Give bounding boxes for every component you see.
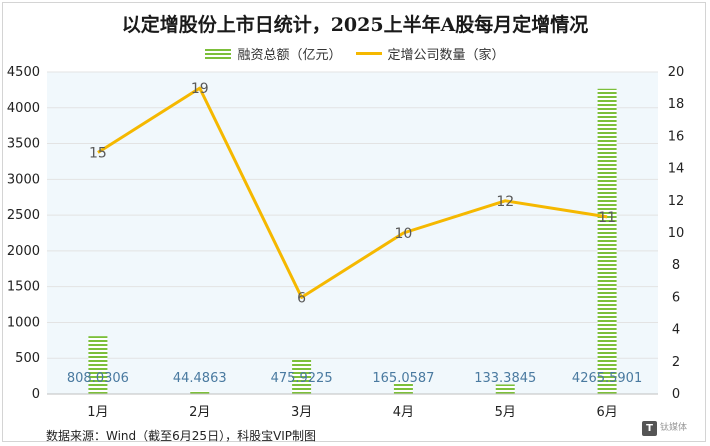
x-axis-ticks: 1月 2月 3月 4月 5月 6月 <box>87 405 617 420</box>
right-tick-label: 14 <box>668 162 685 177</box>
left-tick-label: 3500 <box>7 137 40 152</box>
bar-value-label: 475.9225 <box>271 371 333 386</box>
x-tick-label: 5月 <box>495 405 516 420</box>
bar <box>190 390 210 394</box>
bar <box>393 382 413 394</box>
right-tick-label: 10 <box>668 226 685 241</box>
line-value-label: 11 <box>598 210 616 226</box>
line-series <box>97 86 608 299</box>
bar <box>88 336 108 394</box>
series-line <box>97 86 608 299</box>
x-tick-label: 3月 <box>291 405 312 420</box>
line-value-label: 12 <box>496 194 514 210</box>
bar-value-label: 133.3845 <box>474 371 536 386</box>
right-axis-ticks: 0 2 4 6 8 10 12 14 16 18 20 <box>668 65 685 402</box>
line-value-label: 15 <box>89 146 107 162</box>
source-note: 数据来源：Wind（截至6月25日），科股宝VIP制图 <box>46 429 317 443</box>
watermark-text: 钛媒体 <box>660 423 688 433</box>
x-tick-label: 6月 <box>596 405 617 420</box>
watermark-icon: T <box>642 421 657 436</box>
legend-item-bar: 融资总额（亿元） <box>205 44 342 63</box>
gridlines <box>47 71 658 359</box>
line-data-labels: 15 19 6 10 12 11 <box>89 81 616 306</box>
left-tick-label: 2500 <box>7 208 40 223</box>
bar <box>292 359 312 394</box>
legend-bar-label: 融资总额（亿元） <box>237 48 342 63</box>
bar-value-label: 4265.5901 <box>572 371 642 386</box>
right-tick-label: 12 <box>668 194 685 209</box>
x-tick-label: 1月 <box>87 405 108 420</box>
right-tick-label: 2 <box>672 355 680 370</box>
left-tick-label: 1500 <box>7 280 40 295</box>
left-tick-label: 4500 <box>7 65 40 80</box>
watermark-logo: T 钛媒体 <box>642 421 687 436</box>
right-tick-label: 20 <box>668 65 685 80</box>
line-value-label: 19 <box>191 81 209 97</box>
bar-series <box>88 88 617 395</box>
bar-value-label: 808.0306 <box>67 371 129 386</box>
legend: 融资总额（亿元） 定增公司数量（家） <box>0 44 710 63</box>
left-tick-label: 3000 <box>7 172 40 187</box>
x-tick-label: 2月 <box>189 405 210 420</box>
plot-area <box>47 72 658 394</box>
right-tick-label: 4 <box>672 323 680 338</box>
left-axis-ticks: 0 500 1000 1500 2000 2500 3000 3500 4000 4500 <box>7 65 40 402</box>
left-tick-label: 500 <box>15 351 40 366</box>
chart-frame <box>2 2 706 442</box>
right-tick-label: 6 <box>672 290 680 305</box>
bar <box>495 384 515 394</box>
legend-item-line: 定增公司数量（家） <box>355 44 505 63</box>
legend-line-swatch <box>355 52 382 55</box>
left-tick-label: 1000 <box>7 315 40 330</box>
right-tick-label: 16 <box>668 129 685 144</box>
bar <box>597 88 617 395</box>
right-tick-label: 18 <box>668 97 685 112</box>
right-tick-label: 0 <box>672 387 680 402</box>
line-value-label: 6 <box>297 290 306 306</box>
bar-value-label: 44.4863 <box>173 371 227 386</box>
left-tick-label: 0 <box>32 387 40 402</box>
line-value-label: 10 <box>395 226 413 242</box>
chart-title: 以定增股份上市日统计，2025上半年A股每月定增情况 <box>121 14 589 36</box>
left-tick-label: 4000 <box>7 101 40 116</box>
legend-bar-swatch <box>205 48 232 59</box>
bar-value-label: 165.0587 <box>372 371 434 386</box>
right-tick-label: 8 <box>672 258 680 273</box>
x-tick-label: 4月 <box>393 405 414 420</box>
bar-data-labels: 808.0306 44.4863 475.9225 165.0587 133.3845 4… <box>67 371 642 386</box>
left-tick-label: 2000 <box>7 244 40 259</box>
legend-line-label: 定增公司数量（家） <box>387 48 505 63</box>
